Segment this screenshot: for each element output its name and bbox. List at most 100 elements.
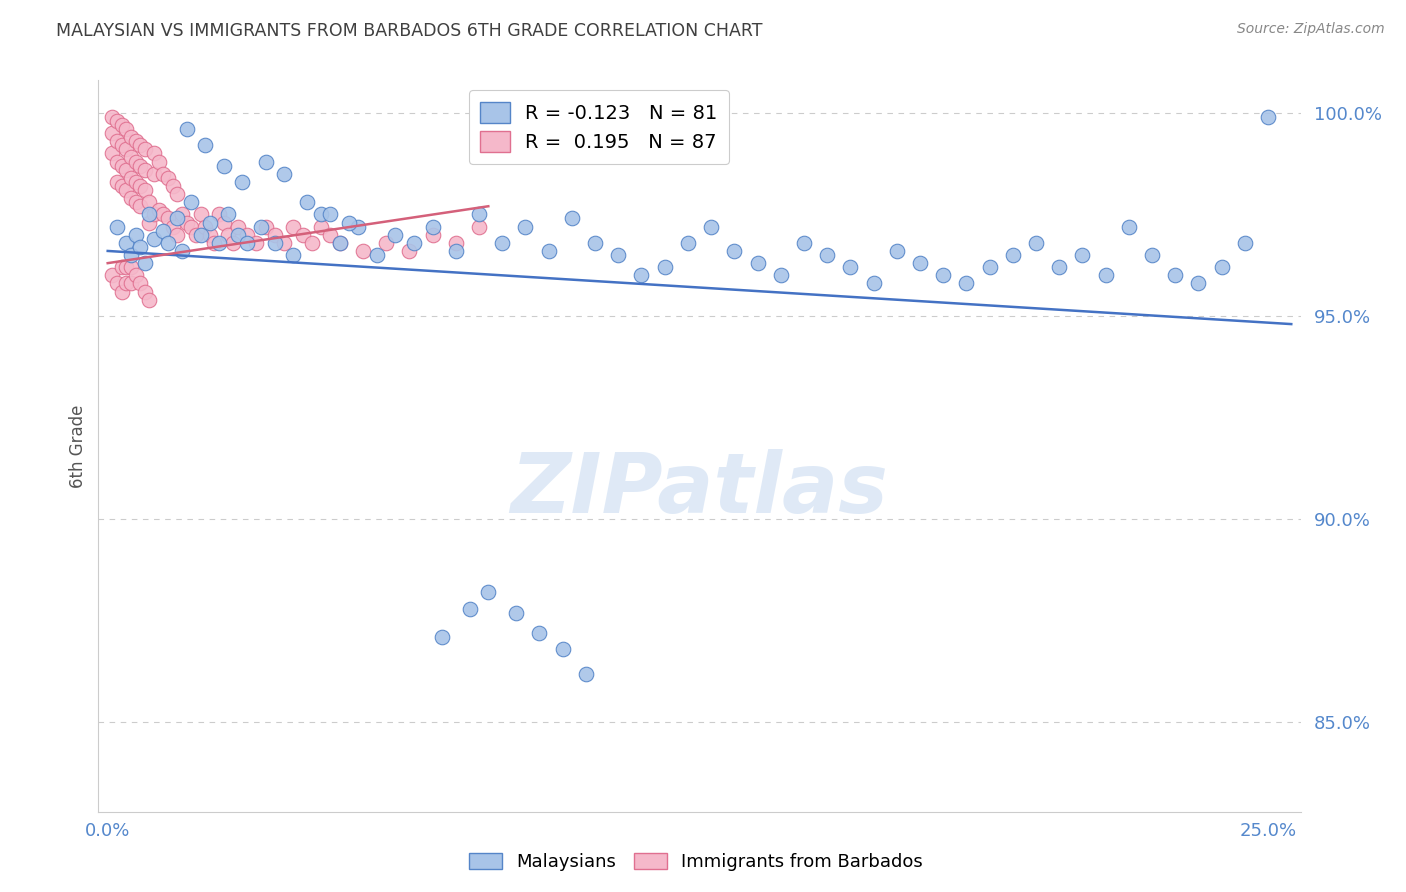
Point: [1118, 219, 1140, 234]
Point: [129, 159, 152, 173]
Point: [152, 167, 174, 181]
Point: [115, 260, 138, 275]
Point: [143, 146, 166, 161]
Point: [134, 285, 156, 299]
Point: [515, 219, 537, 234]
Point: [375, 235, 398, 250]
Point: [166, 211, 188, 226]
Point: [319, 207, 342, 221]
Point: [551, 642, 574, 657]
Point: [1233, 235, 1256, 250]
Point: [138, 293, 160, 307]
Point: [120, 191, 142, 205]
Point: [194, 138, 217, 153]
Point: [444, 244, 467, 258]
Point: [134, 142, 156, 156]
Point: [1257, 110, 1279, 124]
Point: [138, 195, 160, 210]
Point: [1187, 277, 1209, 291]
Point: [283, 219, 305, 234]
Point: [583, 235, 606, 250]
Point: [815, 248, 838, 262]
Point: [723, 244, 745, 258]
Point: [366, 248, 388, 262]
Point: [115, 235, 138, 250]
Point: [180, 219, 202, 234]
Point: [607, 248, 630, 262]
Point: [162, 178, 184, 193]
Point: [468, 207, 491, 221]
Point: [129, 240, 152, 254]
Point: [124, 175, 146, 189]
Point: [162, 219, 184, 234]
Point: [212, 215, 235, 229]
Point: [319, 227, 342, 242]
Point: [198, 227, 221, 242]
Point: [468, 219, 491, 234]
Point: [422, 219, 444, 234]
Point: [747, 256, 769, 270]
Point: [115, 142, 138, 156]
Point: [101, 146, 124, 161]
Point: [1164, 268, 1187, 283]
Point: [152, 224, 174, 238]
Point: [862, 277, 884, 291]
Point: [166, 227, 188, 242]
Point: [212, 159, 235, 173]
Point: [208, 207, 231, 221]
Point: [101, 268, 124, 283]
Point: [477, 585, 499, 599]
Point: [105, 154, 128, 169]
Y-axis label: 6th Grade: 6th Grade: [69, 404, 87, 488]
Point: [105, 134, 128, 148]
Point: [120, 277, 142, 291]
Point: [111, 138, 134, 153]
Point: [101, 126, 124, 140]
Point: [1001, 248, 1024, 262]
Point: [111, 285, 134, 299]
Point: [301, 235, 323, 250]
Point: [166, 187, 188, 202]
Point: [105, 219, 128, 234]
Point: [1094, 268, 1116, 283]
Point: [422, 227, 444, 242]
Point: [273, 167, 295, 181]
Point: [134, 256, 156, 270]
Point: [226, 227, 249, 242]
Point: [217, 227, 239, 242]
Point: [575, 666, 598, 681]
Point: [124, 227, 146, 242]
Point: [157, 211, 180, 226]
Point: [124, 195, 146, 210]
Point: [129, 277, 152, 291]
Point: [134, 162, 156, 177]
Point: [105, 277, 128, 291]
Point: [529, 626, 551, 640]
Point: [700, 219, 723, 234]
Point: [1071, 248, 1094, 262]
Point: [184, 227, 207, 242]
Point: [236, 235, 259, 250]
Point: [101, 110, 124, 124]
Point: [297, 195, 319, 210]
Point: [676, 235, 699, 250]
Point: [793, 235, 815, 250]
Point: [111, 159, 134, 173]
Point: [979, 260, 1001, 275]
Point: [561, 211, 583, 226]
Point: [143, 167, 166, 181]
Legend: R = -0.123   N = 81, R =  0.195   N = 87: R = -0.123 N = 81, R = 0.195 N = 87: [468, 90, 730, 163]
Point: [329, 235, 352, 250]
Point: [190, 227, 212, 242]
Point: [444, 235, 467, 250]
Point: [120, 151, 142, 165]
Point: [148, 203, 170, 218]
Point: [398, 244, 420, 258]
Point: [120, 260, 142, 275]
Point: [138, 215, 160, 229]
Point: [347, 219, 370, 234]
Point: [152, 207, 174, 221]
Point: [352, 244, 374, 258]
Point: [222, 235, 245, 250]
Text: MALAYSIAN VS IMMIGRANTS FROM BARBADOS 6TH GRADE CORRELATION CHART: MALAYSIAN VS IMMIGRANTS FROM BARBADOS 6T…: [56, 22, 762, 40]
